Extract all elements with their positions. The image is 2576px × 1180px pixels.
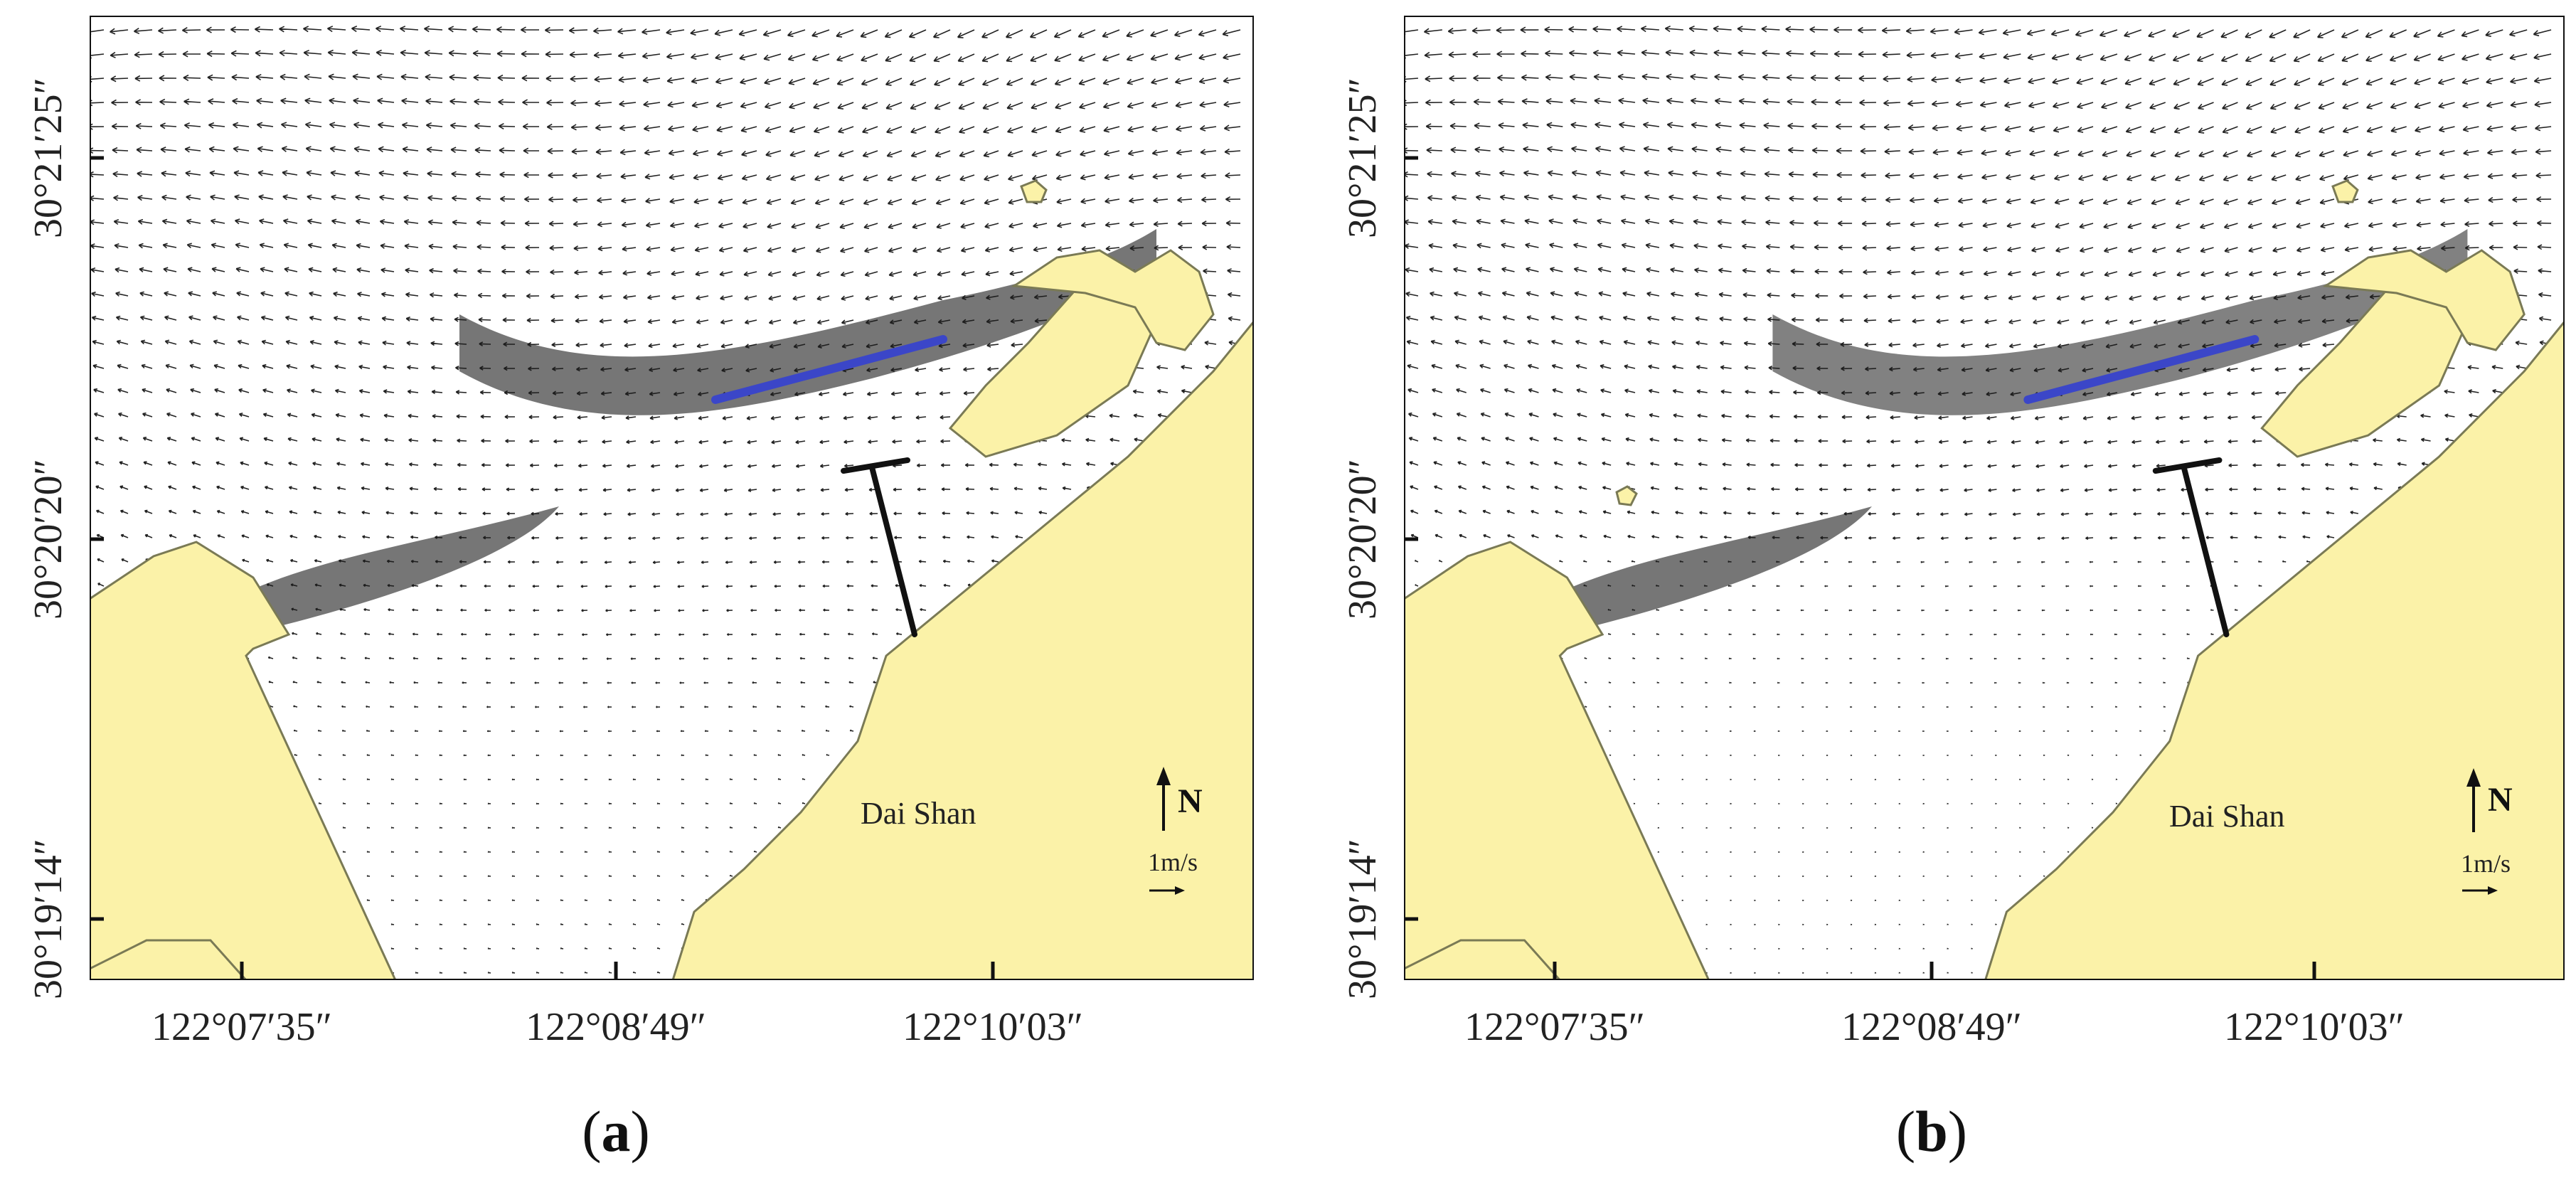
map-frame-b <box>1404 16 2565 980</box>
caption-close-paren: ) <box>1948 1099 1967 1164</box>
lat-tick-label: 30°19′14″ <box>26 839 70 999</box>
lon-tick-label: 122°08′49″ <box>526 1005 706 1049</box>
caption-letter: a <box>602 1099 631 1164</box>
panel-a: 30°21′25″ 30°20′20″ 30°19′14″ 122°07′35″… <box>26 16 1254 1164</box>
map-frame-a <box>90 16 1254 980</box>
lat-tick-label: 30°19′14″ <box>1341 839 1385 999</box>
lon-tick-label: 122°08′49″ <box>1841 1005 2022 1049</box>
land-west-a <box>90 541 397 980</box>
panel-b: 30°21′25″ 30°20′20″ 30°19′14″ 122°07′35″… <box>1341 16 2565 1164</box>
scale-arrow-icon <box>2462 886 2498 895</box>
panel-caption-b: (b) <box>1896 1099 1967 1164</box>
land-southwest-b <box>1404 939 1562 980</box>
dense-flow-band <box>1545 506 1872 627</box>
dense-flow-band <box>232 506 559 627</box>
land-island-a <box>1020 179 1048 203</box>
panel-caption-a: (a) <box>582 1099 650 1164</box>
lon-tick-label: 122°07′35″ <box>151 1005 332 1049</box>
land-west-b <box>1404 541 1710 980</box>
land-southwest-a <box>90 939 248 980</box>
north-arrow-icon <box>2466 768 2481 832</box>
lon-tick-label: 122°10′03″ <box>903 1005 1083 1049</box>
place-label: Dai Shan <box>2169 799 2285 834</box>
lat-tick-label: 30°20′20″ <box>1341 459 1385 620</box>
lon-tick-label: 122°10′03″ <box>2224 1005 2405 1049</box>
north-label: N <box>1178 782 1203 820</box>
caption-open-paren: ( <box>582 1099 601 1164</box>
scale-label: 1m/s <box>1148 848 1198 876</box>
caption-open-paren: ( <box>1896 1099 1915 1164</box>
dense-flow-band <box>1772 229 2468 415</box>
scale-arrow-icon <box>1149 886 1185 895</box>
lat-tick-label: 30°21′25″ <box>1341 78 1385 238</box>
jetty-a <box>841 457 917 637</box>
dense-flow-band <box>459 229 1156 415</box>
caption-letter: b <box>1915 1099 1948 1164</box>
caption-close-paren: ) <box>631 1099 650 1164</box>
north-label: N <box>2488 781 2513 819</box>
breakwater-b <box>2023 335 2260 404</box>
place-label: Dai Shan <box>861 796 976 831</box>
axis-ticks-b <box>1404 156 2316 980</box>
land-island-b <box>2331 179 2359 203</box>
lon-tick-label: 122°07′35″ <box>1464 1005 1645 1049</box>
breakwater-a <box>711 335 947 404</box>
land-northeast-b <box>2322 249 2526 351</box>
lat-tick-label: 30°21′25″ <box>26 78 70 238</box>
jetty-b <box>2152 457 2230 637</box>
axis-ticks-a <box>90 156 995 980</box>
north-arrow-icon <box>1156 767 1171 831</box>
scale-label: 1m/s <box>2461 849 2511 878</box>
lat-tick-label: 30°20′20″ <box>26 459 70 620</box>
land-northeast-a <box>1011 249 1215 351</box>
land-islet-b <box>1615 485 1638 506</box>
